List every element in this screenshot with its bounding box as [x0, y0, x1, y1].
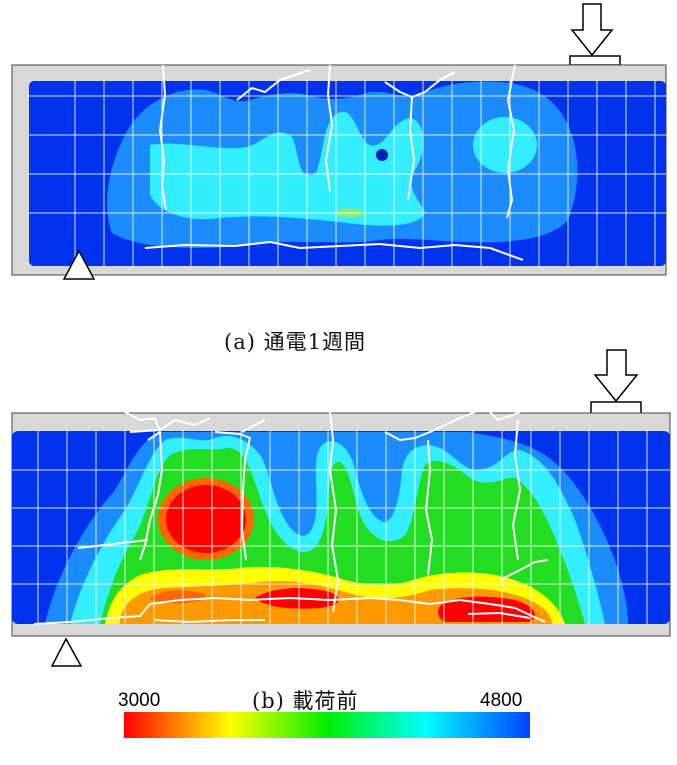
caption-a: (a) 通電1週間: [224, 330, 366, 354]
contour-cyan-blob-a: [473, 117, 537, 173]
colorbar-max-label: 4800: [480, 690, 523, 711]
grid-b: [12, 431, 670, 624]
support-triangle-icon-b: [50, 637, 83, 667]
panel-b: [11, 349, 671, 667]
cracks-b: [33, 411, 549, 625]
caption-b: (b) 載荷前: [252, 689, 359, 713]
grid-a: [29, 81, 666, 266]
load-arrow-icon: [590, 349, 642, 415]
load-arrow-icon: [569, 3, 621, 66]
contour-blue-speck-a: [376, 149, 388, 161]
support-triangle-icon-a: [62, 249, 96, 280]
contour-red-core-b: [166, 485, 246, 553]
contour-cyan-a: [150, 111, 425, 226]
colorbar: [124, 712, 530, 738]
panel-a: [11, 3, 667, 280]
cracks-a: [144, 64, 524, 261]
colorbar-min-label: 3000: [118, 690, 161, 711]
